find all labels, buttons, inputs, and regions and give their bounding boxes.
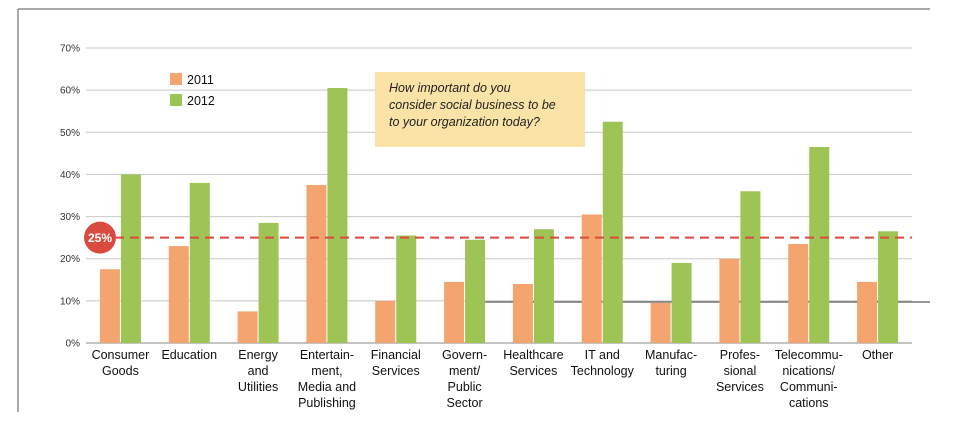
legend-swatch [170,73,182,85]
reference-label: 25% [88,231,112,245]
x-tick-label: cations [789,396,829,410]
y-tick-label: 40% [60,170,80,181]
x-tick-label: Govern- [442,348,487,362]
x-tick-label: Manufac- [645,348,697,362]
bar-2012 [740,191,761,343]
x-tick-label: nications/ [782,364,835,378]
bar-2011 [99,269,120,343]
bar-2012 [533,229,554,343]
y-tick-label: 60% [60,86,80,97]
y-tick-label: 20% [60,254,80,265]
x-tick-label: Utilities [238,380,278,394]
y-axis: 0% 10% 20% 30% 40% 50% 60% 70% [60,44,80,350]
bar-2011 [306,184,327,343]
x-tick-label: Media and [298,380,356,394]
bar-2012 [189,182,210,343]
x-axis: Consumer Goods Education Energy and Utilities… [92,348,894,410]
bar-2012 [396,235,417,343]
question-callout: How important do you consider social bus… [375,72,585,147]
x-tick-label: Education [161,348,217,362]
x-tick-label: Healthcare [503,348,563,362]
y-tick-label: 50% [60,128,80,139]
y-tick-label: 70% [60,44,80,55]
bar-2012 [809,147,830,343]
x-tick-label: turing [655,364,686,378]
x-tick-label: Other [862,348,893,362]
bars [99,88,899,344]
bar-2011 [237,311,258,343]
x-tick-label: Profes- [720,348,760,362]
legend-swatch [170,94,182,106]
y-tick-label: 10% [60,296,80,307]
legend: 2011 2012 [170,73,215,108]
x-tick-label: and [248,364,269,378]
x-tick-label: Public [448,380,482,394]
bar-2012 [465,239,486,343]
x-tick-label: ment/ [449,364,481,378]
x-tick-label: Services [716,380,764,394]
reference-badge [84,221,116,254]
x-tick-label: ment, [311,364,342,378]
x-tick-label: Consumer [92,348,150,362]
bar-2011 [857,281,878,343]
bar-2012 [120,174,141,343]
callout-line: How important do you [389,81,511,95]
bar-2012 [602,121,623,343]
x-tick-label: IT and [585,348,620,362]
legend-label: 2011 [187,73,214,87]
bar-2012 [327,88,348,344]
bar-2011 [788,243,809,343]
legend-label: 2012 [187,94,215,108]
bar-2012 [258,222,279,343]
bar-2011 [444,281,465,343]
bar-2011 [375,300,396,343]
x-tick-label: Services [509,364,557,378]
x-tick-label: Financial [371,348,421,362]
x-tick-label: Publishing [298,396,356,410]
y-tick-label: 0% [66,339,81,350]
x-tick-label: Telecommu- [775,348,843,362]
reference-line-group: 25% [84,221,912,254]
x-tick-label: Technology [571,364,635,378]
bar-2011 [650,302,671,343]
y-tick-label: 30% [60,212,80,223]
bar-2012 [671,262,692,343]
bar-2011 [719,258,740,343]
bar-2011 [168,246,189,343]
bar-2012 [878,231,899,343]
x-tick-label: sional [724,364,757,378]
x-tick-label: Services [372,364,420,378]
x-tick-label: Energy [238,348,278,362]
callout-line: to your organization today? [389,115,540,129]
callout-line: consider social business to be [389,98,556,112]
x-tick-label: Goods [102,364,139,378]
x-tick-label: Entertain- [300,348,354,362]
x-tick-label: Communi- [780,380,838,394]
x-tick-label: Sector [447,396,483,410]
bar-2011 [512,284,533,343]
bar-2011 [581,214,602,343]
